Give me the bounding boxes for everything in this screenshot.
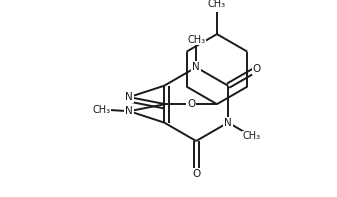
Text: N: N: [224, 118, 232, 128]
Text: CH₃: CH₃: [92, 104, 111, 114]
Text: CH₃: CH₃: [187, 35, 205, 45]
Text: O: O: [253, 64, 261, 74]
Text: O: O: [187, 99, 195, 109]
Text: N: N: [125, 92, 133, 102]
Text: CH₃: CH₃: [208, 0, 226, 9]
Text: O: O: [192, 169, 200, 179]
Text: N: N: [125, 106, 133, 116]
Text: CH₃: CH₃: [243, 131, 261, 141]
Text: N: N: [192, 62, 200, 72]
